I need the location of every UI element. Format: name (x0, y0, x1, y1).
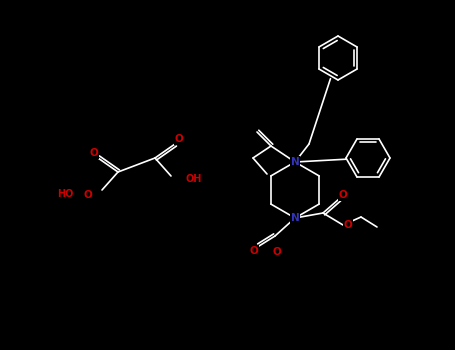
Text: OH: OH (185, 174, 202, 184)
Text: N: N (291, 157, 299, 167)
Text: N: N (291, 213, 299, 223)
Text: O: O (339, 190, 347, 200)
Text: O: O (84, 190, 92, 200)
Text: O: O (175, 134, 183, 144)
Text: HO: HO (58, 189, 74, 199)
Text: O: O (344, 220, 352, 230)
Text: O: O (250, 246, 258, 256)
Text: O: O (90, 148, 98, 158)
Text: O: O (273, 247, 281, 257)
